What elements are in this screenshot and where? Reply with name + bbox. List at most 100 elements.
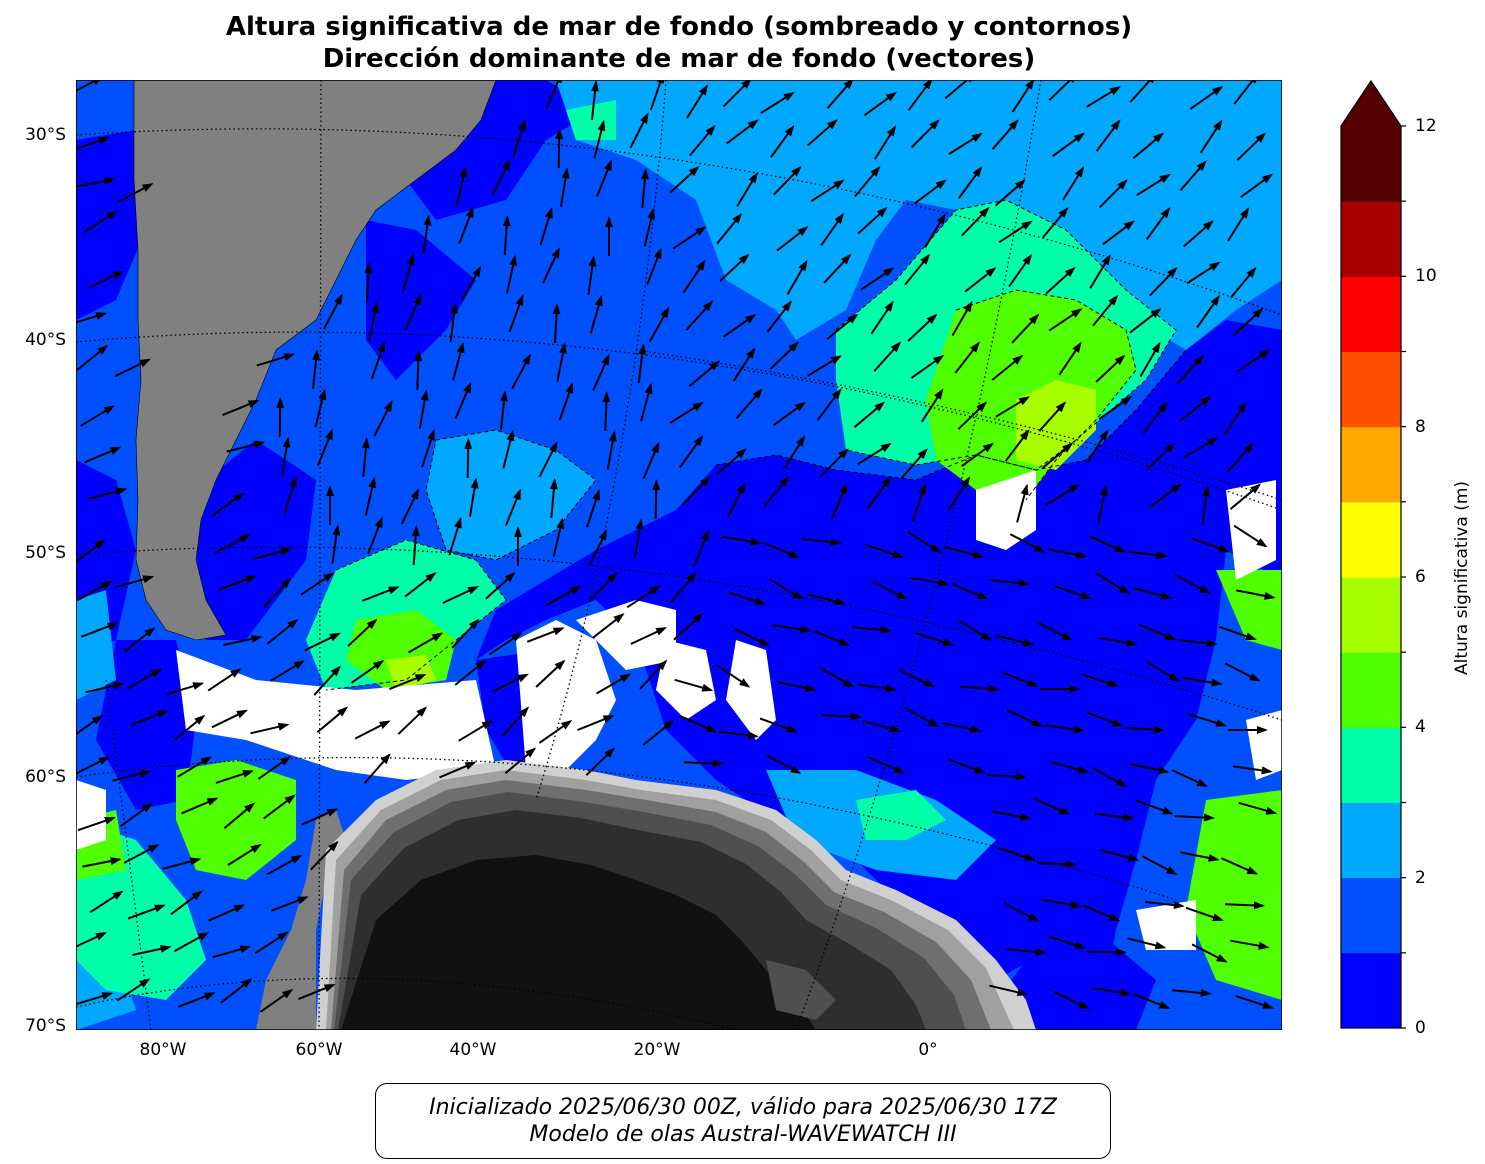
lat-label-70s: 70°S [25, 1016, 66, 1036]
swell-vector-head [604, 159, 612, 172]
swell-vector-head [1218, 544, 1230, 553]
swell-vector-head [979, 206, 990, 218]
swell-vector-head [1168, 672, 1180, 682]
swell-vector-head [1018, 579, 1030, 587]
swell-vector-head [892, 550, 904, 558]
swell-vector-head [840, 253, 852, 265]
swell-vector-head [1021, 220, 1033, 230]
swell-vector-head [509, 254, 517, 267]
swell-vector-head [329, 632, 341, 642]
swell-vector-head [1250, 483, 1262, 494]
swell-vector-head [663, 719, 675, 730]
swell-vector-head [976, 591, 989, 600]
swell-vector-head [1107, 679, 1119, 687]
lon-label-60w: 60°W [295, 1040, 343, 1060]
swell-vector-head [506, 429, 515, 442]
swell-vector-head [549, 441, 558, 453]
swell-vector-head [110, 857, 122, 865]
swell-vector-head [545, 206, 553, 219]
colorbar-segment [1341, 351, 1401, 428]
swell-vector-head [372, 660, 385, 670]
swell-vector-head [843, 80, 854, 90]
swell-vector-head [518, 119, 526, 131]
swell-vector-head [982, 442, 994, 453]
swell-vector-head [1210, 294, 1220, 307]
swell-vector-head [1158, 1001, 1171, 1009]
swell-vector-head [1024, 853, 1036, 861]
swell-vector-head [554, 80, 562, 84]
swell-vector-head [1196, 778, 1208, 787]
swell-vector-head [938, 578, 950, 587]
swell-vector-head [923, 678, 935, 688]
lat-label-40s: 40°S [25, 330, 66, 350]
swell-vector-head [597, 119, 606, 132]
swell-vector-head [838, 638, 851, 646]
swell-vector-head [1025, 80, 1035, 90]
swell-vector-head [1166, 866, 1178, 875]
swell-vector-head [712, 759, 724, 768]
swell-vector-head [790, 765, 802, 774]
swell-vector-head [1256, 538, 1268, 548]
swell-vector-head [1120, 988, 1132, 997]
swell-vector-head [1071, 308, 1083, 318]
swell-vector-head [552, 303, 561, 315]
swell-vector-head [91, 715, 104, 725]
swell-vector-head [511, 632, 523, 642]
swell-vector-head [277, 722, 290, 731]
swell-vector-head [1246, 266, 1257, 278]
swell-vector-head [361, 437, 370, 449]
swell-vector-head [917, 448, 928, 460]
swell-vector-head [525, 747, 537, 758]
swell-band-5-6m [386, 380, 1096, 690]
swell-vector-head [1114, 354, 1126, 366]
swell-vector-head [1117, 179, 1128, 190]
swell-vector-shaft [1233, 80, 1255, 105]
swell-vector-head [885, 91, 897, 102]
swell-vector-head [502, 215, 511, 227]
swell-vector-head [406, 253, 415, 266]
swell-vector-head [244, 802, 256, 813]
lon-label-80w: 80°W [139, 1040, 187, 1060]
swell-vector-head [1080, 591, 1092, 599]
swell-vector-head [1111, 718, 1124, 727]
swell-vector-head [613, 613, 625, 623]
swell-vector-head [334, 293, 343, 305]
swell-vector-head [834, 212, 844, 225]
swell-vector-head [1065, 860, 1077, 869]
swell-vector-head [1008, 119, 1019, 131]
swell-vector-head [416, 706, 428, 717]
swell-vector-head [101, 992, 114, 1000]
swell-vector-head [293, 660, 305, 670]
swell-vector-head [554, 659, 566, 671]
swell-vector-head [1022, 253, 1032, 266]
swell-vector-head [1156, 551, 1168, 560]
swell-vector-head [656, 80, 664, 84]
swell-vector-head [870, 165, 881, 177]
swell-vector-head [655, 627, 667, 636]
swell-vector-head [705, 124, 716, 136]
footer-line-2: Modelo de olas Austral-WAVEWATCH III [529, 1122, 957, 1147]
swell-vector-head [850, 712, 862, 721]
swell-vector-head [1211, 678, 1223, 687]
swell-vector-head [374, 516, 383, 529]
swell-vector-head [1262, 1001, 1274, 1009]
swell-vector-head [1215, 719, 1228, 727]
swell-vector-head [732, 212, 743, 224]
swell-vector-head [640, 168, 649, 180]
swell-vector-head [289, 475, 297, 488]
swell-vector-head [481, 720, 493, 730]
swell-vector-head [1026, 679, 1039, 687]
swell-vector-head [974, 765, 986, 774]
swell-vector-head [159, 945, 172, 953]
swell-vector-head [889, 724, 902, 733]
swell-vector-head [1110, 119, 1121, 131]
swell-vector-head [456, 341, 465, 354]
footer-info-box: Inicializado 2025/06/30 00Z, válido para… [375, 1083, 1111, 1159]
swell-vector-head [1126, 638, 1138, 647]
swell-vector-head [296, 896, 309, 905]
swell-vector-head [565, 382, 573, 394]
swell-vector-head [934, 388, 944, 400]
swell-vector-head [192, 682, 205, 690]
swell-vector-head [1209, 261, 1221, 271]
swell-vector-head [1123, 220, 1135, 231]
